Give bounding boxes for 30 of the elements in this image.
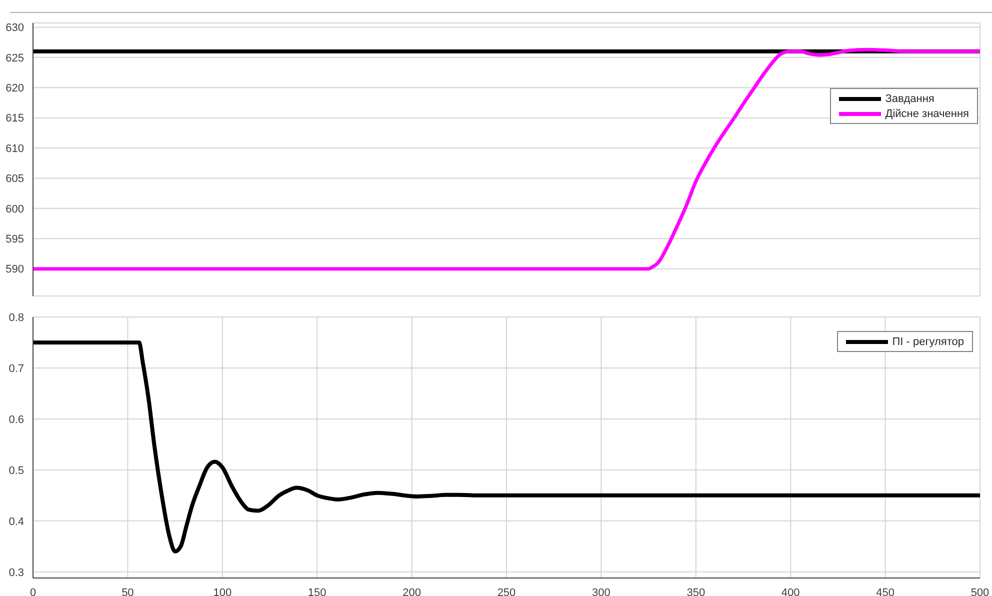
y-tick-label: 0.4 bbox=[8, 516, 24, 528]
x-tick-label: 250 bbox=[497, 586, 516, 596]
y-tick-label: 590 bbox=[6, 264, 24, 276]
x-tick-label: 50 bbox=[122, 586, 134, 596]
legend-label: Дійсне значення bbox=[885, 108, 969, 120]
x-tick-label: 300 bbox=[592, 586, 610, 596]
x-tick-label: 150 bbox=[308, 586, 326, 596]
y-tick-label: 600 bbox=[6, 203, 24, 216]
x-tick-label: 500 bbox=[970, 586, 990, 596]
y-tick-label: 615 bbox=[6, 112, 24, 125]
y-tick-label: 610 bbox=[6, 142, 24, 155]
x-tick-label: 100 bbox=[213, 586, 232, 596]
legend-label: ПІ - регулятор bbox=[892, 336, 964, 348]
y-tick-label: 625 bbox=[6, 52, 24, 64]
y-tick-label: 595 bbox=[6, 234, 24, 246]
y-tick-label: 0.5 bbox=[8, 464, 24, 477]
y-tick-label: 630 bbox=[6, 22, 24, 34]
x-tick-label: 450 bbox=[876, 586, 894, 596]
y-tick-label: 0.6 bbox=[8, 414, 24, 426]
legend-label: Завдання bbox=[885, 92, 934, 104]
x-tick-label: 0 bbox=[30, 586, 36, 596]
x-tick-label: 200 bbox=[402, 586, 421, 596]
y-tick-label: 620 bbox=[6, 82, 24, 95]
x-tick-label: 400 bbox=[781, 586, 800, 596]
y-tick-label: 0.3 bbox=[8, 566, 24, 579]
x-tick-label: 350 bbox=[686, 586, 706, 596]
y-tick-label: 0.7 bbox=[8, 362, 24, 375]
y-tick-label: 0.8 bbox=[8, 312, 24, 324]
y-tick-label: 605 bbox=[6, 173, 24, 186]
line-series bbox=[33, 48, 980, 271]
